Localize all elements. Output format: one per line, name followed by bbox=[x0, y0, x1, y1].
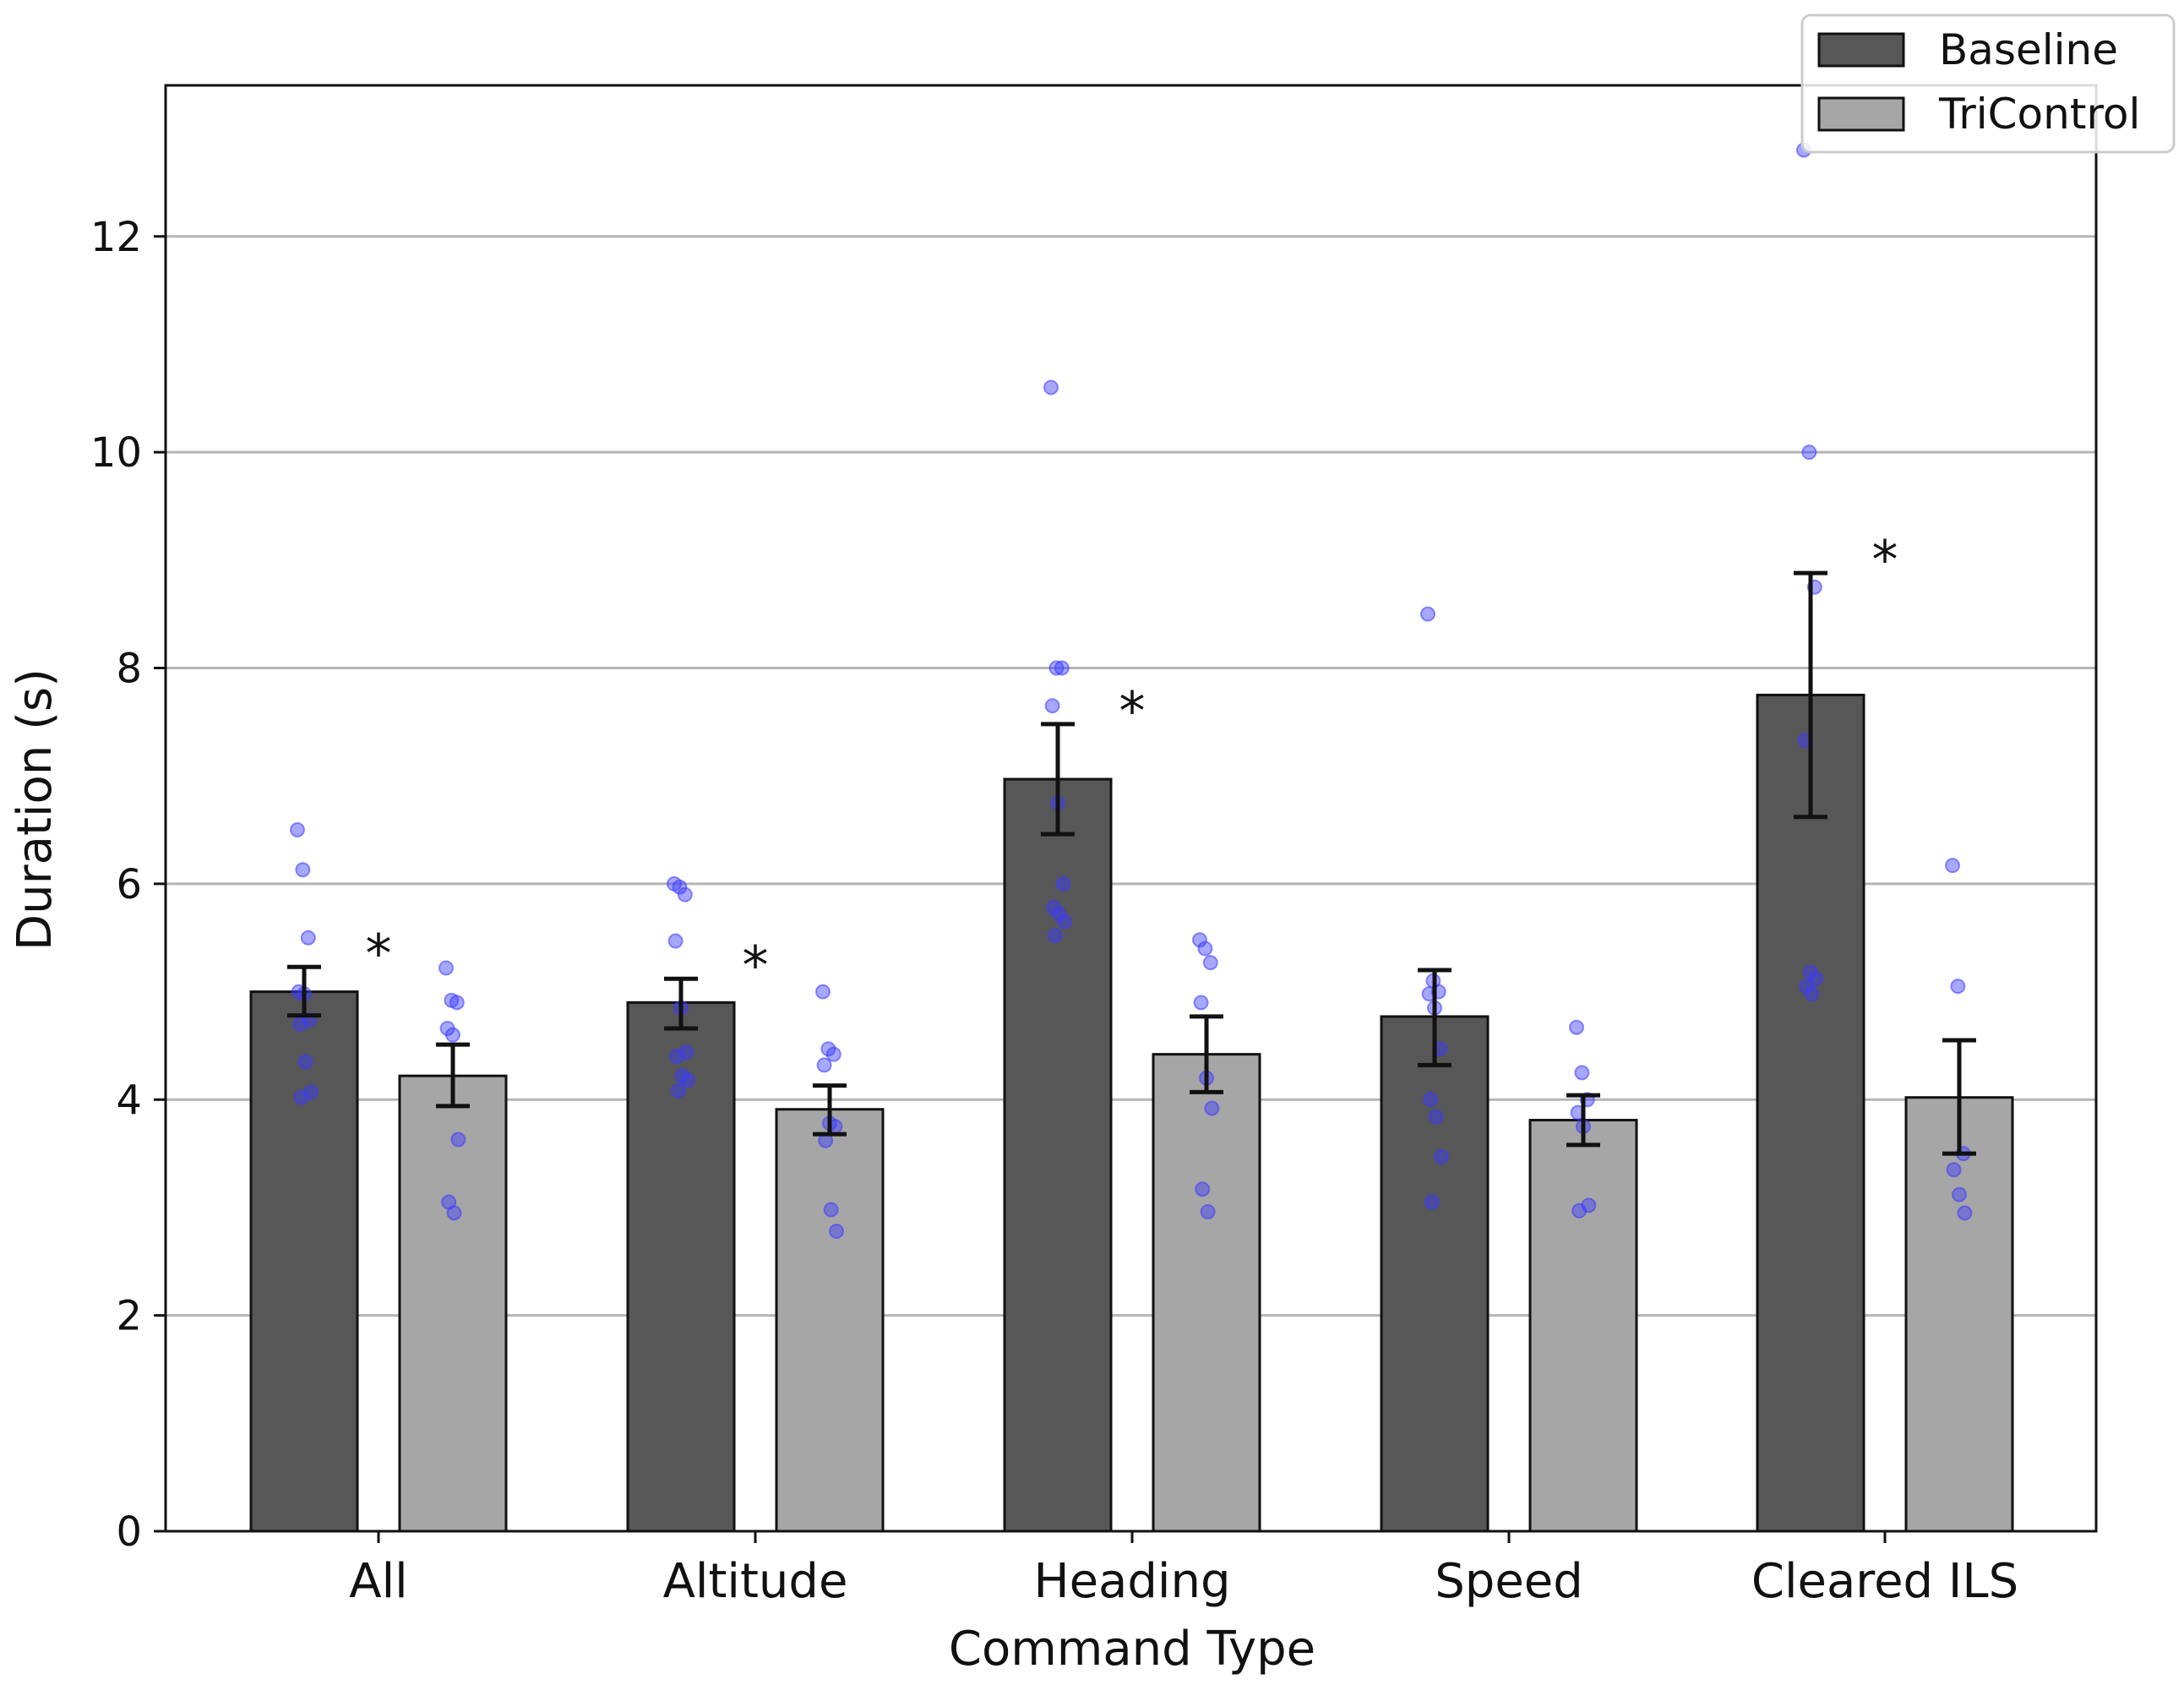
point-tricontrol-4-1 bbox=[1950, 979, 1966, 995]
bars bbox=[249, 693, 2014, 1533]
bar-tricontrol-4 bbox=[1904, 1096, 2014, 1533]
bar-tricontrol-0 bbox=[398, 1074, 508, 1533]
point-tricontrol-2-6 bbox=[1195, 1181, 1211, 1197]
bar-baseline-0 bbox=[249, 990, 359, 1533]
point-tricontrol-2-3 bbox=[1193, 995, 1209, 1011]
legend-swatch-baseline bbox=[1817, 32, 1905, 68]
point-baseline-2-7 bbox=[1051, 906, 1067, 922]
y-axis-label: Duration (s) bbox=[8, 668, 63, 951]
bar-baseline-4 bbox=[1756, 693, 1865, 1533]
point-baseline-2-1 bbox=[1048, 660, 1065, 676]
bar-tricontrol-3 bbox=[1528, 1119, 1638, 1533]
point-baseline-3-6 bbox=[1423, 1092, 1439, 1108]
point-baseline-1-8 bbox=[680, 1072, 695, 1088]
point-tricontrol-1-2 bbox=[825, 1046, 841, 1062]
point-baseline-4-7 bbox=[1804, 986, 1820, 1002]
point-baseline-1-3 bbox=[667, 933, 684, 949]
point-baseline-2-0 bbox=[1043, 379, 1059, 395]
y-tick-label-6: 6 bbox=[116, 861, 142, 908]
point-tricontrol-3-0 bbox=[1569, 1019, 1584, 1035]
point-tricontrol-2-5 bbox=[1204, 1100, 1220, 1116]
y-tick-label-8: 8 bbox=[116, 646, 142, 693]
point-baseline-0-9 bbox=[293, 1089, 309, 1105]
legend-label-baseline: Baseline bbox=[1939, 25, 2118, 74]
point-tricontrol-0-7 bbox=[446, 1205, 462, 1221]
point-baseline-1-2 bbox=[677, 886, 693, 903]
y-tick-label-2: 2 bbox=[116, 1293, 142, 1340]
point-baseline-2-3 bbox=[1044, 698, 1060, 714]
point-tricontrol-1-1 bbox=[820, 1041, 836, 1057]
point-tricontrol-0-2 bbox=[449, 995, 465, 1011]
legend-swatch-tricontrol bbox=[1817, 96, 1905, 132]
point-baseline-2-8 bbox=[1057, 913, 1072, 930]
point-tricontrol-0-5 bbox=[450, 1132, 466, 1148]
point-tricontrol-4-4 bbox=[1952, 1186, 1967, 1202]
point-baseline-3-7 bbox=[1428, 1109, 1444, 1125]
y-tick-label-4: 4 bbox=[116, 1077, 142, 1124]
point-baseline-2-5 bbox=[1055, 875, 1071, 892]
error-bars bbox=[287, 570, 1976, 1156]
point-tricontrol-2-1 bbox=[1197, 941, 1213, 957]
point-tricontrol-1-7 bbox=[823, 1202, 839, 1218]
point-baseline-0-1 bbox=[295, 862, 311, 878]
point-baseline-4-6 bbox=[1799, 979, 1815, 995]
point-baseline-0-7 bbox=[297, 1054, 313, 1070]
bar-tricontrol-2 bbox=[1152, 1053, 1261, 1533]
point-baseline-3-9 bbox=[1424, 1194, 1440, 1210]
point-baseline-1-6 bbox=[669, 1049, 685, 1065]
y-tick-label-10: 10 bbox=[90, 429, 142, 477]
point-tricontrol-2-7 bbox=[1200, 1204, 1216, 1220]
y-tick-label-0: 0 bbox=[116, 1508, 142, 1556]
point-baseline-2-2 bbox=[1054, 660, 1070, 676]
point-baseline-4-1 bbox=[1801, 444, 1817, 461]
significance-star-1: * bbox=[743, 935, 769, 996]
point-tricontrol-4-0 bbox=[1945, 858, 1960, 874]
x-axis-label: Command Type bbox=[949, 1622, 1315, 1677]
point-baseline-3-8 bbox=[1434, 1148, 1449, 1164]
legend: Baseline TriControl bbox=[1800, 14, 2176, 154]
point-baseline-0-0 bbox=[290, 822, 305, 838]
point-baseline-0-2 bbox=[300, 930, 316, 946]
significance-star-4: * bbox=[1872, 529, 1898, 591]
x-tick-label-0: All bbox=[349, 1554, 407, 1609]
point-tricontrol-1-0 bbox=[815, 984, 831, 1000]
point-tricontrol-4-5 bbox=[1957, 1205, 1973, 1221]
point-tricontrol-0-0 bbox=[438, 960, 454, 976]
point-tricontrol-2-2 bbox=[1202, 955, 1218, 971]
x-tick-label-1: Altitude bbox=[663, 1554, 848, 1609]
legend-label-tricontrol: TriControl bbox=[1938, 90, 2140, 139]
point-baseline-1-9 bbox=[670, 1083, 686, 1099]
point-baseline-0-6 bbox=[292, 1016, 308, 1032]
point-tricontrol-3-1 bbox=[1574, 1065, 1590, 1081]
axes: 0 2 4 6 8 10 12 All Altitude Heading Speed Cleared … bbox=[90, 214, 2018, 1609]
point-baseline-1-1 bbox=[672, 879, 688, 895]
bar-baseline-3 bbox=[1380, 1015, 1490, 1533]
x-tick-label-4: Cleared ILS bbox=[1751, 1554, 2018, 1609]
significance-star-2: * bbox=[1119, 680, 1146, 742]
x-tick-label-2: Heading bbox=[1033, 1554, 1230, 1609]
x-tick-label-3: Speed bbox=[1435, 1554, 1583, 1609]
point-tricontrol-3-6 bbox=[1571, 1202, 1588, 1219]
significance-markers: * * * * bbox=[366, 529, 1898, 996]
point-tricontrol-4-3 bbox=[1946, 1162, 1962, 1178]
point-baseline-3-0 bbox=[1420, 606, 1435, 622]
point-tricontrol-2-0 bbox=[1192, 932, 1207, 948]
bar-baseline-2 bbox=[1003, 777, 1113, 1533]
point-baseline-2-9 bbox=[1047, 928, 1063, 944]
y-tick-label-12: 12 bbox=[90, 214, 142, 261]
point-tricontrol-0-4 bbox=[445, 1027, 460, 1043]
significance-star-0: * bbox=[366, 923, 392, 984]
bar-tricontrol-1 bbox=[775, 1108, 885, 1533]
point-tricontrol-1-8 bbox=[829, 1224, 844, 1240]
point-tricontrol-1-3 bbox=[816, 1057, 832, 1073]
